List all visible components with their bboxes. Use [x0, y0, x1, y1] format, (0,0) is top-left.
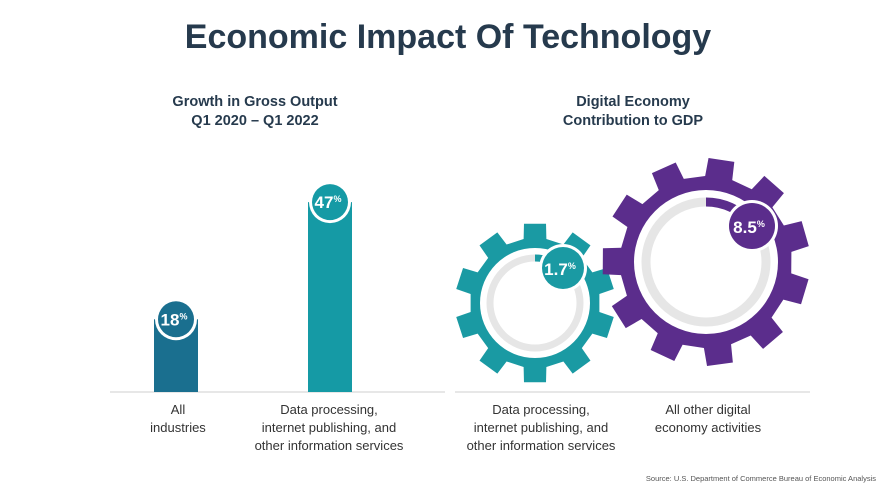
badge-fill [158, 301, 194, 338]
bar-chart-title: Growth in Gross Output Q1 2020 – Q1 2022 [130, 93, 380, 131]
gear-chart-title-line2: Contribution to GDP [562, 113, 704, 129]
badge-fill [312, 184, 348, 221]
bar-data-processing [308, 202, 352, 392]
page-title: Economic Impact Of Technology [184, 18, 712, 56]
gear-other-digital-value-badge: 8.5% [726, 200, 778, 252]
category-label-data-processing-gear: Data processing, internet publishing, an… [466, 402, 616, 453]
bar-data-processing-value-label: 47% [315, 193, 342, 212]
bar-chart-title-line2: Q1 2020 – Q1 2022 [191, 113, 319, 129]
category-label-data-processing-bar: Data processing, internet publishing, an… [254, 402, 404, 453]
category-label-all-industries: All industries [150, 402, 206, 435]
bar-chart-title-line1: Growth in Gross Output [172, 94, 338, 110]
source-note: Source: U.S. Department of Commerce Bure… [645, 474, 876, 483]
bar-data-processing-value-badge: 47% [309, 181, 351, 224]
badge-fill [729, 203, 775, 249]
gear-chart-title-line1: Digital Economy [576, 94, 690, 110]
gear-other-digital-value-label: 8.5% [733, 218, 765, 237]
gear-other-digital-ring-track [641, 197, 771, 327]
gear-data-processing-value-badge: 1.7% [539, 244, 587, 292]
gear-data-processing-ring-track [486, 254, 584, 352]
gear-data-processing-value-label: 1.7% [544, 260, 576, 279]
category-label-other-digital: All other digital economy activities [654, 402, 762, 435]
bar-all-industries-value-badge: 18% [155, 298, 197, 341]
gear-chart-title: Digital Economy Contribution to GDP [508, 93, 758, 131]
badge-fill [542, 247, 584, 289]
bar-all-industries-value-label: 18% [161, 310, 188, 329]
